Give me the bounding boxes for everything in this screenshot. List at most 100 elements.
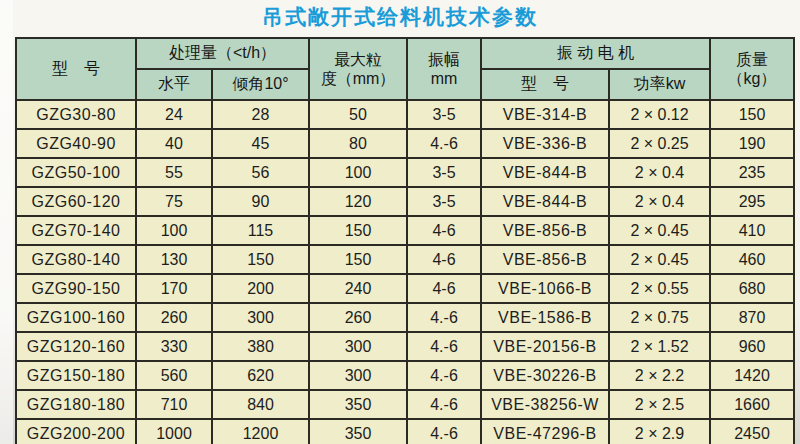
cell-amplitude: 4.-6 xyxy=(407,419,481,444)
table-row: GZG180-180 710 840 350 4.-6 VBE-38256-W … xyxy=(16,390,794,419)
cell-motor-model: VBE-30226-B xyxy=(481,361,609,390)
cell-model: GZG50-100 xyxy=(16,158,136,187)
cell-model: GZG70-140 xyxy=(16,216,136,245)
header-capacity-horizontal: 水平 xyxy=(136,69,212,100)
cell-model: GZG200-200 xyxy=(16,419,136,444)
cell-motor-power: 2 × 0.12 xyxy=(609,100,710,129)
cell-model: GZG180-180 xyxy=(16,390,136,419)
cell-motor-power: 2 × 0.4 xyxy=(609,187,710,216)
cell-capacity-horizontal: 75 xyxy=(136,187,212,216)
header-model: 型 号 xyxy=(16,38,136,100)
page-title: 吊式敞开式给料机技术参数 xyxy=(0,3,800,31)
table-row: GZG120-160 330 380 300 4.-6 VBE-20156-B … xyxy=(16,332,794,361)
cell-capacity-incline: 200 xyxy=(212,274,309,303)
header-mass-line1: 质量 xyxy=(711,50,793,69)
cell-model: GZG100-160 xyxy=(16,303,136,332)
cell-capacity-horizontal: 560 xyxy=(136,361,212,390)
cell-amplitude: 4-6 xyxy=(407,274,481,303)
header-row-1: 型 号 处理量（<t/h） 最大粒 度（mm） 振幅 mm 振 动 电 机 质量… xyxy=(16,38,794,69)
cell-capacity-horizontal: 170 xyxy=(136,274,212,303)
cell-motor-power: 2 × 0.45 xyxy=(609,216,710,245)
table-row: GZG60-120 75 90 120 3-5 VBE-844-B 2 × 0.… xyxy=(16,187,794,216)
header-motor-model: 型 号 xyxy=(481,69,609,100)
cell-model: GZG30-80 xyxy=(16,100,136,129)
cell-mass: 460 xyxy=(710,245,794,274)
cell-max-size: 120 xyxy=(309,187,407,216)
cell-max-size: 260 xyxy=(309,303,407,332)
cell-max-size: 240 xyxy=(309,274,407,303)
cell-max-size: 150 xyxy=(309,216,407,245)
cell-mass: 960 xyxy=(710,332,794,361)
cell-model: GZG90-150 xyxy=(16,274,136,303)
table-row: GZG50-100 55 56 100 3-5 VBE-844-B 2 × 0.… xyxy=(16,158,794,187)
header-amplitude-line1: 振幅 xyxy=(408,50,480,69)
table-row: GZG200-200 1000 1200 350 4.-6 VBE-47296-… xyxy=(16,419,794,444)
cell-mass: 2450 xyxy=(710,419,794,444)
cell-motor-power: 2 × 0.25 xyxy=(609,129,710,158)
cell-max-size: 300 xyxy=(309,361,407,390)
cell-model: GZG60-120 xyxy=(16,187,136,216)
header-motor-group: 振 动 电 机 xyxy=(481,38,710,69)
cell-model: GZG120-160 xyxy=(16,332,136,361)
spec-table: 型 号 处理量（<t/h） 最大粒 度（mm） 振幅 mm 振 动 电 机 质量… xyxy=(15,37,795,444)
cell-amplitude: 4.-6 xyxy=(407,361,481,390)
cell-capacity-horizontal: 100 xyxy=(136,216,212,245)
cell-motor-power: 2 × 2.2 xyxy=(609,361,710,390)
cell-capacity-incline: 620 xyxy=(212,361,309,390)
cell-motor-power: 2 × 0.75 xyxy=(609,303,710,332)
scanned-page: { "title": "吊式敞开式给料机技术参数", "accent_color… xyxy=(0,0,800,444)
cell-capacity-horizontal: 330 xyxy=(136,332,212,361)
spec-table-body: GZG30-80 24 28 50 3-5 VBE-314-B 2 × 0.12… xyxy=(16,100,794,444)
cell-amplitude: 4-6 xyxy=(407,216,481,245)
cell-capacity-incline: 28 xyxy=(212,100,309,129)
cell-capacity-incline: 56 xyxy=(212,158,309,187)
cell-motor-model: VBE-38256-W xyxy=(481,390,609,419)
cell-mass: 150 xyxy=(710,100,794,129)
spec-table-header: 型 号 处理量（<t/h） 最大粒 度（mm） 振幅 mm 振 动 电 机 质量… xyxy=(16,38,794,100)
cell-capacity-horizontal: 710 xyxy=(136,390,212,419)
cell-capacity-horizontal: 1000 xyxy=(136,419,212,444)
cell-motor-power: 2 × 2.5 xyxy=(609,390,710,419)
cell-mass: 235 xyxy=(710,158,794,187)
cell-mass: 410 xyxy=(710,216,794,245)
header-capacity-incline: 倾角10° xyxy=(212,69,309,100)
header-mass: 质量 （kg） xyxy=(710,38,794,100)
table-row: GZG70-140 100 115 150 4-6 VBE-856-B 2 × … xyxy=(16,216,794,245)
cell-motor-model: VBE-47296-B xyxy=(481,419,609,444)
cell-motor-model: VBE-856-B xyxy=(481,245,609,274)
cell-mass: 1420 xyxy=(710,361,794,390)
table-row: GZG30-80 24 28 50 3-5 VBE-314-B 2 × 0.12… xyxy=(16,100,794,129)
cell-motor-model: VBE-844-B xyxy=(481,187,609,216)
cell-capacity-horizontal: 55 xyxy=(136,158,212,187)
cell-amplitude: 4-6 xyxy=(407,245,481,274)
header-capacity-group: 处理量（<t/h） xyxy=(136,38,309,69)
cell-mass: 295 xyxy=(710,187,794,216)
cell-amplitude: 4.-6 xyxy=(407,129,481,158)
header-mass-line2: （kg） xyxy=(711,69,793,88)
cell-max-size: 300 xyxy=(309,332,407,361)
cell-mass: 680 xyxy=(710,274,794,303)
header-motor-power: 功率kw xyxy=(609,69,710,100)
cell-max-size: 350 xyxy=(309,419,407,444)
cell-amplitude: 3-5 xyxy=(407,100,481,129)
cell-motor-power: 2 × 1.52 xyxy=(609,332,710,361)
cell-capacity-incline: 380 xyxy=(212,332,309,361)
cell-mass: 1660 xyxy=(710,390,794,419)
cell-max-size: 80 xyxy=(309,129,407,158)
cell-motor-model: VBE-336-B xyxy=(481,129,609,158)
cell-capacity-incline: 90 xyxy=(212,187,309,216)
cell-capacity-horizontal: 40 xyxy=(136,129,212,158)
table-row: GZG40-90 40 45 80 4.-6 VBE-336-B 2 × 0.2… xyxy=(16,129,794,158)
cell-mass: 190 xyxy=(710,129,794,158)
cell-motor-model: VBE-856-B xyxy=(481,216,609,245)
cell-max-size: 150 xyxy=(309,245,407,274)
cell-motor-power: 2 × 2.9 xyxy=(609,419,710,444)
cell-capacity-incline: 300 xyxy=(212,303,309,332)
cell-motor-power: 2 × 0.4 xyxy=(609,158,710,187)
cell-amplitude: 4.-6 xyxy=(407,332,481,361)
cell-amplitude: 4.-6 xyxy=(407,303,481,332)
cell-motor-model: VBE-314-B xyxy=(481,100,609,129)
cell-model: GZG80-140 xyxy=(16,245,136,274)
cell-motor-model: VBE-20156-B xyxy=(481,332,609,361)
cell-capacity-incline: 840 xyxy=(212,390,309,419)
